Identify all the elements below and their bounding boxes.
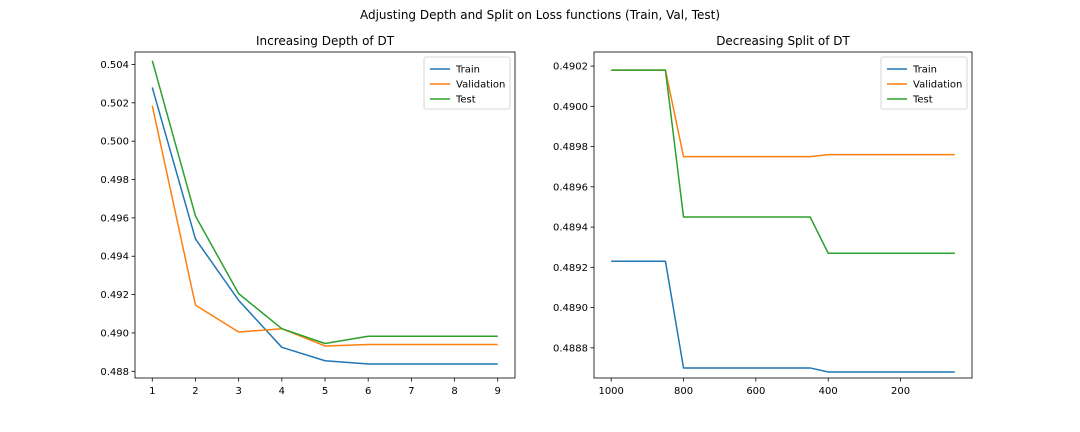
chart-title: Increasing Depth of DT	[256, 34, 395, 48]
legend-item-test: Test	[430, 95, 476, 106]
series-line-train	[151, 87, 498, 365]
x-tick-label: 800	[674, 386, 693, 397]
x-tick-label: 1	[149, 386, 155, 397]
series-line-validation	[151, 105, 498, 347]
series-line-test	[151, 60, 498, 345]
y-tick-label: 0.4894	[553, 223, 588, 234]
legend-item-train: Train	[887, 65, 937, 76]
x-tick-label: 5	[322, 386, 328, 397]
x-tick-label: 600	[746, 386, 765, 397]
legend-label: Train	[912, 65, 937, 76]
legend-item-validation: Validation	[887, 80, 962, 91]
chart-panel-split: Decreasing Split of DT 1000 800 600 400 200 0.…	[553, 34, 973, 397]
legend-box	[880, 56, 968, 110]
x-tick-label: 400	[819, 386, 838, 397]
legend-label: Validation	[913, 80, 962, 91]
x-tick-label: 9	[495, 386, 501, 397]
figure-suptitle: Adjusting Depth and Split on Loss functi…	[360, 8, 720, 22]
legend-label: Test	[912, 95, 933, 106]
x-tick-label: 6	[365, 386, 371, 397]
legend: Train Validation Test	[423, 56, 511, 110]
series-line-train	[611, 260, 955, 373]
legend-label: Train	[455, 65, 480, 76]
y-tick-label: 0.4900	[553, 102, 588, 113]
x-tick-label: 1000	[598, 386, 623, 397]
chart-title: Decreasing Split of DT	[716, 34, 850, 48]
y-tick-label: 0.492	[100, 290, 129, 301]
y-tick-label: 0.490	[100, 328, 129, 339]
y-tick-label: 0.4896	[553, 182, 588, 193]
chart-panel-depth: Increasing Depth of DT 1 2 3 4 5 6 7 8 9 0.488 0.49…	[100, 34, 516, 397]
y-tick-label: 0.500	[100, 137, 129, 148]
y-tick-label: 0.496	[100, 213, 129, 224]
x-tick-label: 2	[192, 386, 198, 397]
y-tick-label: 0.502	[100, 98, 129, 109]
legend-label: Test	[455, 95, 476, 106]
y-tick-label: 0.4892	[553, 263, 588, 274]
legend-item-validation: Validation	[430, 80, 505, 91]
y-tick-label: 0.488	[100, 367, 129, 378]
x-tick-label: 200	[891, 386, 910, 397]
legend-item-train: Train	[430, 65, 480, 76]
axes-frame	[593, 51, 973, 379]
legend-box	[423, 56, 511, 110]
y-tick-label: 0.498	[100, 175, 129, 186]
y-tick-label: 0.494	[100, 252, 129, 263]
y-tick-label: 0.4898	[553, 142, 588, 153]
x-tick-label: 4	[279, 386, 285, 397]
legend-item-test: Test	[887, 95, 933, 106]
legend: Train Validation Test	[880, 56, 968, 110]
y-tick-label: 0.4890	[553, 303, 588, 314]
x-tick-label: 7	[408, 386, 414, 397]
legend-label: Validation	[456, 80, 505, 91]
series-line-test	[611, 69, 955, 254]
x-tick-label: 3	[235, 386, 241, 397]
x-tick-label: 8	[451, 386, 457, 397]
y-tick-label: 0.4888	[553, 343, 588, 354]
y-tick-label: 0.4902	[553, 62, 588, 73]
y-tick-label: 0.504	[100, 60, 129, 71]
